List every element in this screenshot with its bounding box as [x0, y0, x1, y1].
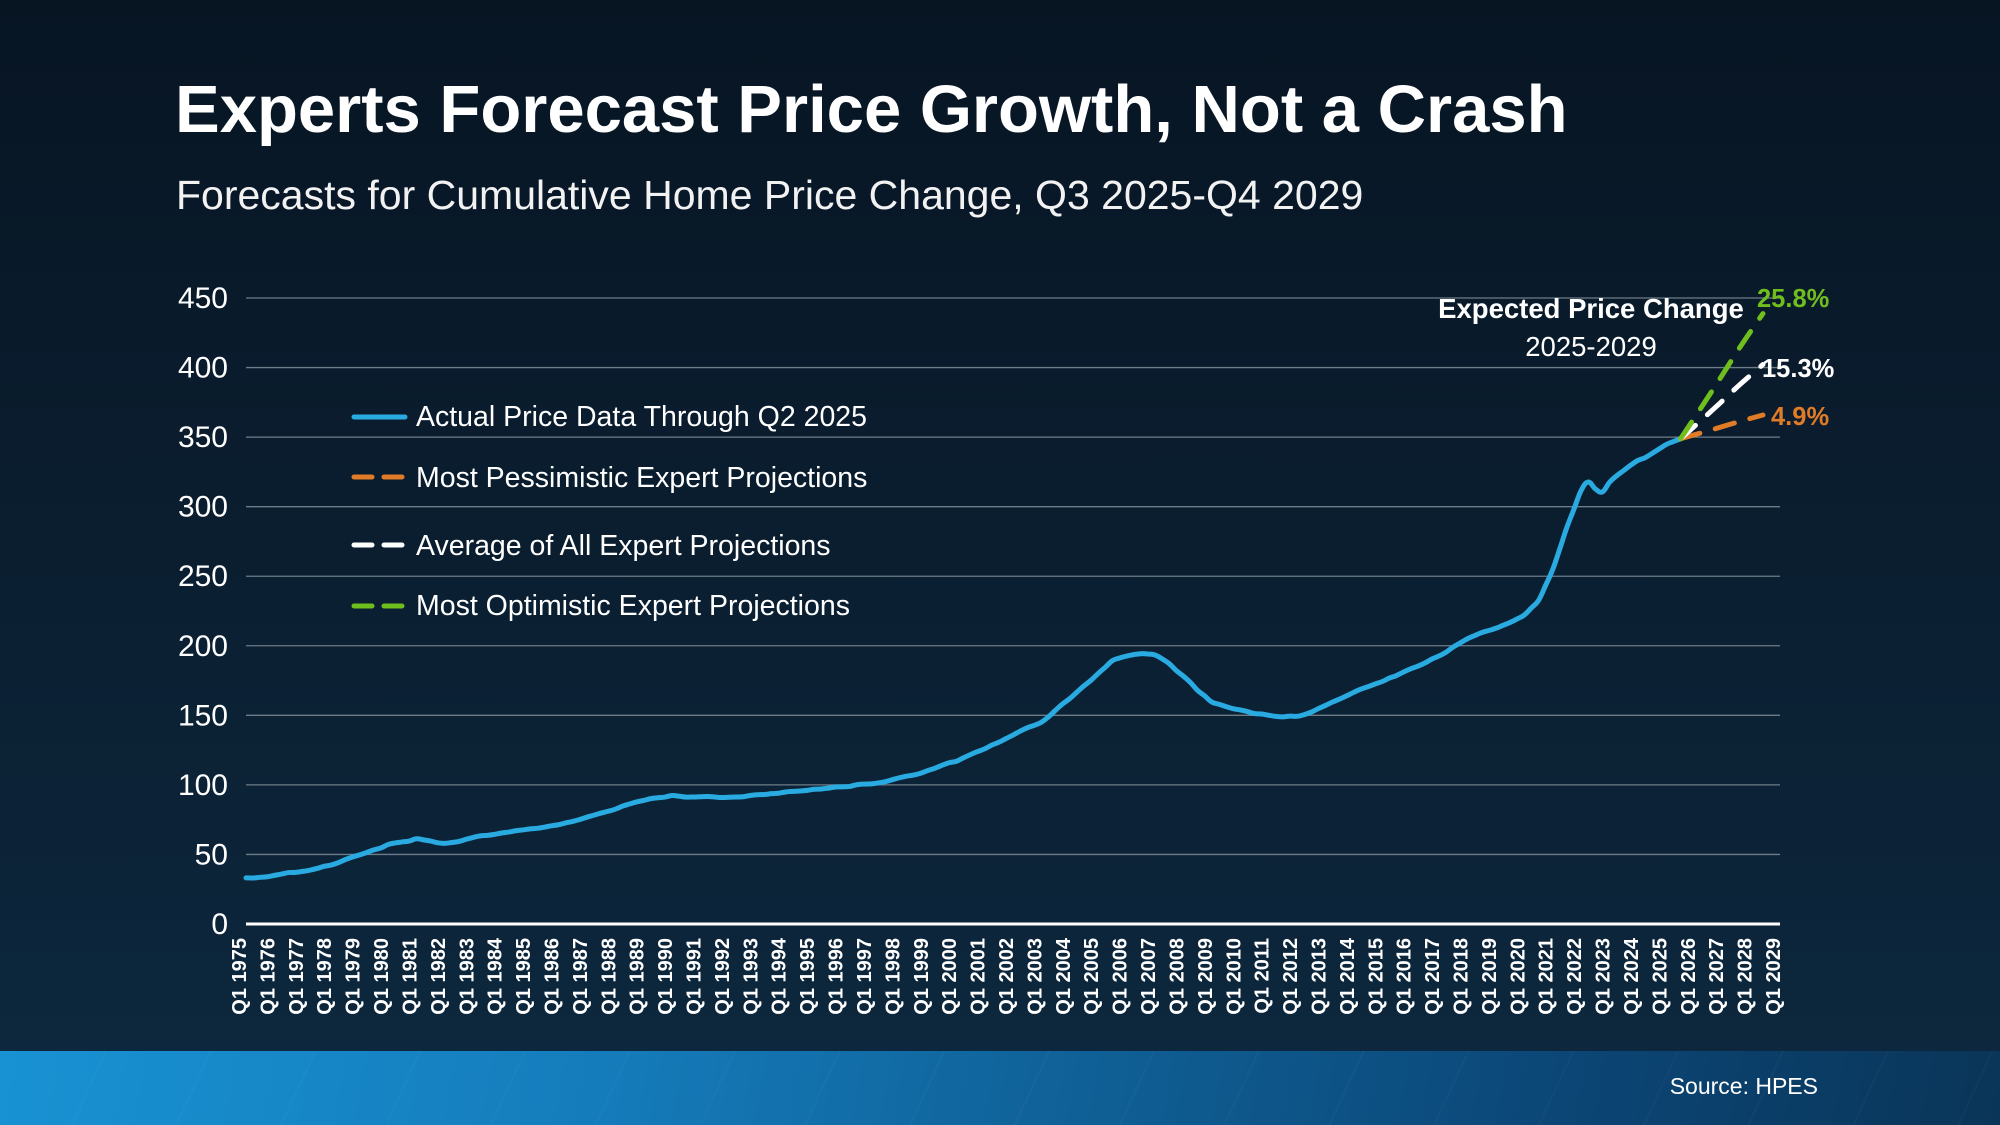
svg-text:15.3%: 15.3% — [1762, 355, 1834, 383]
svg-text:Q1 1997: Q1 1997 — [854, 938, 876, 1015]
svg-text:150: 150 — [178, 699, 228, 732]
svg-text:350: 350 — [178, 421, 228, 454]
svg-text:Q1 1993: Q1 1993 — [740, 938, 762, 1015]
svg-text:Q1 1998: Q1 1998 — [882, 938, 904, 1015]
svg-text:50: 50 — [195, 838, 228, 871]
svg-text:Q1 2025: Q1 2025 — [1649, 938, 1671, 1015]
svg-text:Q1 1995: Q1 1995 — [797, 938, 819, 1015]
svg-text:Q1 2010: Q1 2010 — [1223, 938, 1245, 1015]
svg-text:Q1 2011: Q1 2011 — [1252, 938, 1274, 1014]
svg-text:Q1 1990: Q1 1990 — [655, 938, 677, 1015]
svg-text:Q1 2029: Q1 2029 — [1763, 938, 1785, 1015]
svg-text:Q1 1981: Q1 1981 — [399, 938, 421, 1015]
svg-text:Q1 1992: Q1 1992 — [712, 938, 734, 1015]
svg-text:300: 300 — [178, 491, 228, 524]
svg-text:Q1 2013: Q1 2013 — [1309, 938, 1331, 1015]
svg-text:Q1 2004: Q1 2004 — [1053, 937, 1075, 1015]
svg-text:Q1 2012: Q1 2012 — [1280, 938, 1302, 1015]
svg-text:Q1 2027: Q1 2027 — [1706, 938, 1728, 1015]
svg-text:Q1 1999: Q1 1999 — [911, 938, 933, 1015]
svg-text:Q1 2028: Q1 2028 — [1735, 938, 1757, 1015]
svg-text:2025-2029: 2025-2029 — [1525, 331, 1657, 362]
svg-text:Q1 1994: Q1 1994 — [769, 937, 791, 1015]
svg-text:Q1 1987: Q1 1987 — [570, 938, 592, 1015]
svg-text:25.8%: 25.8% — [1757, 285, 1829, 313]
svg-text:Q1 1989: Q1 1989 — [627, 938, 649, 1015]
svg-text:Q1 2007: Q1 2007 — [1138, 938, 1160, 1015]
svg-text:Most Optimistic Expert Project: Most Optimistic Expert Projections — [416, 590, 850, 622]
svg-text:Q1 2022: Q1 2022 — [1564, 938, 1586, 1015]
svg-text:Q1 1980: Q1 1980 — [371, 938, 393, 1015]
svg-text:Q1 2000: Q1 2000 — [939, 938, 961, 1015]
svg-text:Expected Price Change: Expected Price Change — [1438, 293, 1744, 324]
svg-text:Q1 2019: Q1 2019 — [1479, 938, 1501, 1015]
svg-text:Q1 1986: Q1 1986 — [542, 938, 564, 1015]
svg-text:4.9%: 4.9% — [1771, 403, 1829, 431]
svg-text:Q1 2001: Q1 2001 — [968, 938, 990, 1015]
svg-text:Q1 1996: Q1 1996 — [826, 938, 848, 1015]
svg-text:Q1 1988: Q1 1988 — [598, 938, 620, 1015]
svg-text:Q1 2015: Q1 2015 — [1365, 938, 1387, 1015]
svg-text:450: 450 — [178, 282, 228, 315]
svg-text:Q1 1983: Q1 1983 — [456, 938, 478, 1015]
svg-text:Q1 2016: Q1 2016 — [1394, 938, 1416, 1015]
svg-text:Q1 1982: Q1 1982 — [428, 938, 450, 1015]
svg-text:Q1 2009: Q1 2009 — [1195, 938, 1217, 1015]
svg-text:Q1 2014: Q1 2014 — [1337, 937, 1359, 1015]
svg-text:Q1 1984: Q1 1984 — [485, 937, 507, 1015]
svg-text:Most Pessimistic Expert Projec: Most Pessimistic Expert Projections — [416, 462, 867, 494]
svg-text:Q1 1979: Q1 1979 — [343, 938, 365, 1015]
svg-text:Q1 2018: Q1 2018 — [1451, 938, 1473, 1015]
svg-text:200: 200 — [178, 630, 228, 663]
svg-text:Q1 2026: Q1 2026 — [1678, 938, 1700, 1015]
svg-text:Q1 2023: Q1 2023 — [1593, 938, 1615, 1015]
svg-text:Q1 2003: Q1 2003 — [1024, 938, 1046, 1015]
svg-text:0: 0 — [211, 908, 228, 941]
svg-text:Q1 2020: Q1 2020 — [1507, 938, 1529, 1015]
svg-text:400: 400 — [178, 352, 228, 385]
svg-text:Q1 2017: Q1 2017 — [1422, 938, 1444, 1015]
svg-text:Q1 2006: Q1 2006 — [1110, 938, 1132, 1015]
svg-text:Average of All Expert Projecti: Average of All Expert Projections — [416, 530, 831, 562]
svg-text:Q1 1991: Q1 1991 — [684, 938, 706, 1015]
svg-text:Q1 2008: Q1 2008 — [1166, 938, 1188, 1015]
svg-text:Q1 2024: Q1 2024 — [1621, 937, 1643, 1015]
svg-text:Actual Price Data Through Q2 2: Actual Price Data Through Q2 2025 — [416, 401, 867, 433]
svg-text:Q1 1978: Q1 1978 — [314, 938, 336, 1015]
svg-text:Q1 1975: Q1 1975 — [229, 938, 251, 1015]
svg-text:Q1 2005: Q1 2005 — [1081, 938, 1103, 1015]
svg-text:250: 250 — [178, 560, 228, 593]
svg-text:Q1 2002: Q1 2002 — [996, 938, 1018, 1015]
svg-text:Q1 2021: Q1 2021 — [1536, 938, 1558, 1015]
svg-text:Q1 1976: Q1 1976 — [257, 938, 279, 1015]
svg-text:Q1 1985: Q1 1985 — [513, 938, 535, 1015]
svg-text:Q1 1977: Q1 1977 — [286, 938, 308, 1015]
svg-text:100: 100 — [178, 769, 228, 802]
